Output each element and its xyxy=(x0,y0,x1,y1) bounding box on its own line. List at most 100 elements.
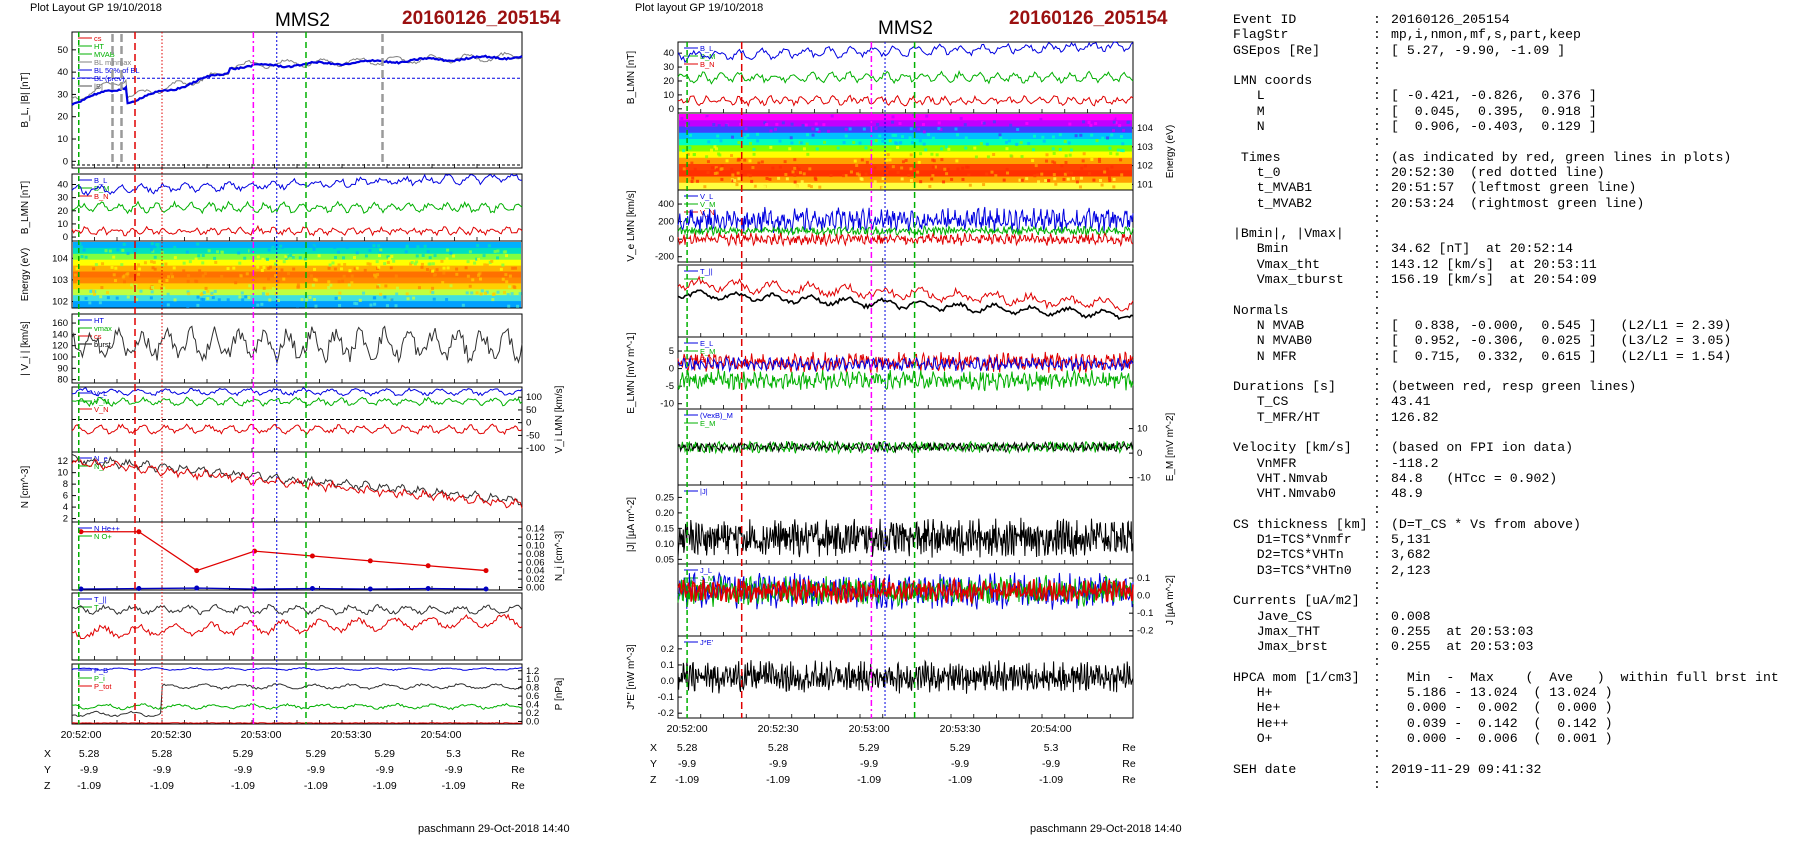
spectro-speckle xyxy=(395,286,399,290)
spectro-speckle xyxy=(415,260,419,264)
spectro-speckle xyxy=(78,242,82,246)
spectro-speckle xyxy=(158,279,162,283)
legend-entry: vmax xyxy=(94,324,112,333)
info-colon: : xyxy=(1373,103,1381,119)
spectro-speckle xyxy=(333,245,337,249)
spectro-speckle xyxy=(733,179,737,183)
spectro-speckle xyxy=(187,292,191,296)
spectro-speckle xyxy=(881,186,885,190)
spectro-speckle xyxy=(265,292,269,296)
info-key: t_0 xyxy=(1233,164,1281,180)
spectro-speckle xyxy=(137,272,141,276)
spectro-speckle xyxy=(282,277,286,281)
spectro-speckle xyxy=(347,283,351,287)
spectro-speckle xyxy=(313,277,317,281)
info-row: FlagStr: mp,i,nmon,mf,s,part,keep xyxy=(1233,27,1779,42)
spectro-speckle xyxy=(800,180,804,184)
info-key: VnMFR xyxy=(1233,455,1297,471)
pos-value: -1.09 xyxy=(150,780,174,792)
info-row: T_MFR/HT:126.82 xyxy=(1233,410,1779,425)
info-key: HPCA mom [1/cm3] xyxy=(1233,669,1360,685)
spectro-speckle xyxy=(756,139,760,143)
spectro-speckle xyxy=(104,249,108,253)
spectro-speckle xyxy=(80,255,84,259)
spectro-speckle xyxy=(204,286,208,290)
info-key: t_MVAB1 xyxy=(1233,180,1313,196)
info-colon: : xyxy=(1373,363,1381,379)
y-tick-label: 80 xyxy=(57,375,68,386)
spectro-speckle xyxy=(445,298,449,302)
spectro-speckle xyxy=(720,164,724,168)
spectro-speckle xyxy=(312,247,316,251)
spectro-speckle xyxy=(124,275,128,279)
y-axis-label: J*E' [nW m^-3] xyxy=(626,644,637,710)
spectro-speckle xyxy=(394,304,398,308)
spectro-speckle xyxy=(909,153,913,157)
spectro-speckle xyxy=(442,271,446,275)
y-tick-label: 0.14 xyxy=(526,524,545,535)
spectro-speckle xyxy=(461,303,465,307)
spectro-speckle xyxy=(1081,159,1085,163)
y-axis-label: V_i LMN [km/s] xyxy=(554,385,565,453)
spectro-speckle xyxy=(510,243,514,247)
spectro-speckle xyxy=(352,256,356,260)
spectro-speckle xyxy=(765,122,769,126)
y-axis-label: E_LMN [mV m^-1] xyxy=(626,332,637,414)
pos-value: -9.9 xyxy=(376,764,394,776)
series-line xyxy=(677,659,1134,694)
spectro-speckle xyxy=(935,186,939,190)
spectro-speckle xyxy=(441,281,445,285)
spectro-speckle xyxy=(1064,161,1068,165)
spectro-speckle xyxy=(719,139,723,143)
spectro-speckle xyxy=(682,149,686,153)
spectro-speckle xyxy=(836,146,840,150)
info-key: H+ xyxy=(1233,685,1273,701)
spectro-speckle xyxy=(731,173,735,177)
spectro-speckle xyxy=(284,255,288,259)
spectro-speckle xyxy=(912,114,916,118)
spectro-speckle xyxy=(290,244,294,248)
info-colon: : xyxy=(1373,409,1381,425)
info-row: : xyxy=(1233,654,1779,669)
info-key: Jmax_brst xyxy=(1233,639,1328,655)
mid-sc-name: MMS2 xyxy=(878,18,933,39)
spectro-speckle xyxy=(778,165,782,169)
spectro-speckle xyxy=(811,133,815,137)
spectro-speckle xyxy=(384,284,388,288)
legend-entry: P_i xyxy=(94,674,105,683)
spectro-speckle xyxy=(1053,161,1057,165)
pos-unit: Re xyxy=(1122,742,1136,754)
spectro-speckle xyxy=(401,245,405,249)
spectro-speckle xyxy=(926,133,930,137)
spectro-speckle xyxy=(716,134,720,138)
spectro-speckle xyxy=(267,266,271,270)
spectro-speckle xyxy=(285,254,289,258)
pos-value: 5.29 xyxy=(950,742,971,754)
series-line xyxy=(71,459,523,509)
spectro-speckle xyxy=(513,266,517,270)
spectro-speckle xyxy=(705,155,709,159)
spectro-speckle xyxy=(806,152,810,156)
spectro-speckle xyxy=(314,242,318,246)
legend-entry: J_L xyxy=(700,566,712,575)
spectro-speckle xyxy=(505,254,509,258)
y-tick-label: 200 xyxy=(658,217,674,228)
spectro-speckle xyxy=(1037,180,1041,184)
pos-value: 5.29 xyxy=(306,748,327,760)
y-tick-label: 10 xyxy=(1137,424,1148,435)
spectro-band xyxy=(73,295,521,302)
spectro-speckle xyxy=(196,295,200,299)
spectro-speckle xyxy=(706,160,710,164)
spectro-speckle xyxy=(373,302,377,306)
spectro-speckle xyxy=(186,274,190,278)
spectro-speckle xyxy=(363,268,367,272)
spectro-speckle xyxy=(937,121,941,125)
info-colon: : xyxy=(1373,226,1381,242)
spectro-speckle xyxy=(885,170,889,174)
spectro-speckle xyxy=(337,263,341,267)
spectro-speckle xyxy=(720,177,724,181)
spectro-speckle xyxy=(320,243,324,247)
info-colon: : xyxy=(1373,532,1381,548)
info-value: 0.000 - 0.006 ( 0.001 ) xyxy=(1391,730,1613,746)
pos-row-label: Z xyxy=(650,774,657,786)
